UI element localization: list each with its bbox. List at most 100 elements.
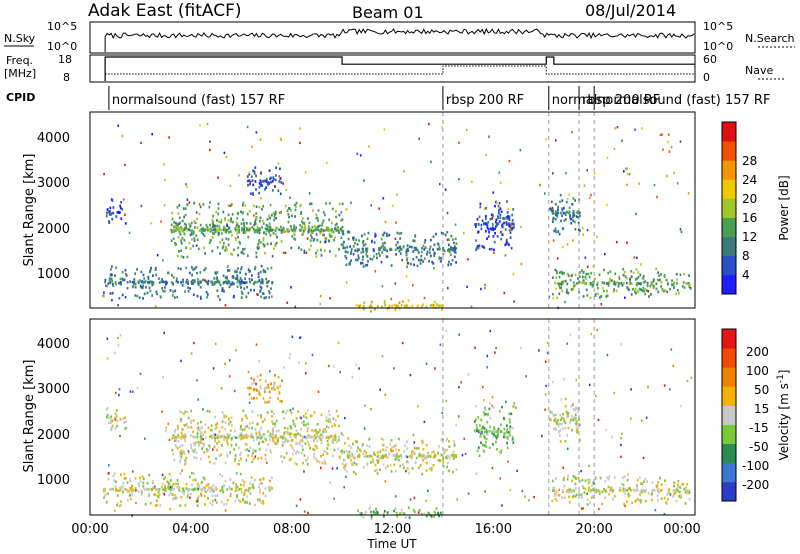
echo-cell — [662, 289, 665, 293]
echo-cell — [231, 281, 234, 284]
echo-cell — [411, 467, 414, 470]
echo-cell — [209, 428, 212, 432]
echo-cell — [177, 267, 180, 270]
echo-cell — [193, 278, 196, 282]
echo-cell — [142, 286, 144, 290]
echo-cell — [437, 451, 439, 455]
echo-cell — [139, 284, 142, 288]
echo-speckle — [183, 228, 186, 231]
echo-cell — [390, 264, 393, 267]
echo-cell — [570, 287, 573, 291]
echo-cell — [683, 286, 686, 289]
echo-cell — [239, 453, 241, 457]
echo-cell — [171, 273, 173, 277]
echo-cell — [113, 472, 116, 475]
echo-cell — [583, 491, 586, 494]
echo-cell — [178, 250, 180, 253]
echo-cell — [349, 245, 351, 248]
echo-cell — [488, 247, 491, 251]
echo-cell — [222, 245, 225, 248]
echo-speckle — [351, 376, 354, 379]
echo-speckle — [160, 220, 162, 223]
echo-speckle — [383, 128, 386, 131]
echo-speckle — [184, 410, 187, 413]
echo-speckle — [504, 254, 507, 257]
echo-cell — [483, 450, 486, 453]
echo-cell — [453, 444, 456, 447]
echo-cell — [380, 456, 383, 460]
echo-cell — [149, 270, 151, 274]
echo-cell — [161, 278, 163, 281]
echo-cell — [675, 292, 678, 296]
echo-cell — [202, 232, 205, 236]
echo-cell — [266, 284, 269, 288]
echo-cell — [412, 250, 415, 253]
echo-cell — [301, 421, 304, 425]
echo-cell — [296, 442, 299, 445]
echo-cell — [346, 245, 349, 249]
echo-cell — [665, 278, 668, 282]
echo-cell — [162, 280, 164, 284]
echo-cell — [342, 232, 345, 236]
echo-speckle — [491, 404, 493, 407]
echo-cell — [248, 393, 251, 396]
echo-cell — [180, 437, 182, 440]
echo-speckle — [413, 441, 416, 444]
echo-cell — [189, 419, 192, 423]
echo-cell — [164, 476, 167, 479]
echo-speckle — [284, 251, 287, 255]
echo-cell — [262, 239, 265, 242]
echo-cell — [580, 496, 583, 500]
echo-cell — [639, 490, 642, 493]
echo-cell — [244, 436, 247, 439]
colorbar-step — [722, 443, 736, 464]
echo-speckle — [124, 163, 126, 167]
echo-cell — [366, 444, 368, 447]
echo-cell — [242, 434, 245, 438]
echo-cell — [571, 428, 573, 432]
echo-cell — [231, 253, 234, 256]
echo-cell — [575, 486, 577, 490]
echo-cell — [258, 231, 261, 235]
echo-cell — [294, 203, 296, 207]
echo-cell — [236, 222, 239, 226]
echo-cell — [230, 487, 233, 491]
echo-speckle — [489, 329, 492, 333]
echo-cell — [592, 280, 595, 284]
echo-cell — [569, 216, 572, 219]
echo-cell — [622, 487, 625, 490]
echo-cell — [453, 453, 456, 457]
echo-speckle — [118, 388, 121, 391]
echo-speckle — [271, 434, 274, 438]
echo-cell — [589, 501, 591, 504]
echo-cell — [218, 281, 221, 285]
echo-cell — [202, 476, 205, 479]
echo-cell — [256, 389, 258, 392]
echo-cell — [488, 407, 491, 411]
echo-cell — [326, 452, 329, 456]
echo-speckle — [165, 426, 168, 429]
echo-cell — [394, 507, 397, 510]
echo-cell — [475, 418, 478, 422]
echo-cell — [200, 228, 203, 231]
echo-cell — [406, 257, 409, 260]
echo-cell — [614, 283, 617, 286]
echo-cell — [137, 482, 140, 485]
echo-cell — [104, 493, 107, 496]
echo-cell — [624, 492, 627, 496]
echo-cell — [562, 412, 564, 416]
echo-cell — [425, 469, 428, 472]
echo-speckle — [394, 495, 397, 498]
echo-speckle — [303, 470, 305, 473]
echo-cell — [140, 286, 143, 289]
echo-cell — [384, 247, 386, 250]
echo-cell — [607, 284, 610, 287]
echo-cell — [243, 224, 246, 228]
echo-cell — [144, 279, 147, 283]
echo-cell — [581, 269, 583, 272]
echo-cell — [326, 439, 329, 443]
echo-cell — [227, 436, 229, 440]
echo-cell — [638, 282, 641, 285]
echo-cell — [342, 246, 345, 250]
echo-cell — [338, 213, 341, 217]
